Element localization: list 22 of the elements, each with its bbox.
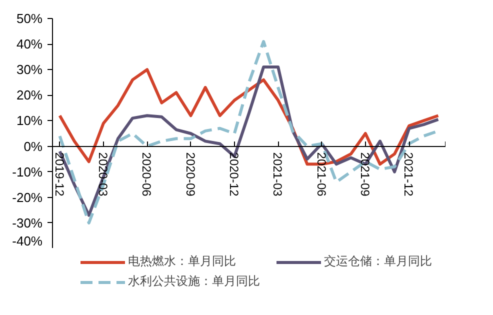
y-tick-label: 40% (16, 36, 43, 52)
legend-label: 水利公共设施：单月同比 (128, 273, 260, 290)
x-tick-label: 2020-12 (226, 152, 241, 197)
y-tick-label: -30% (12, 215, 43, 230)
x-tick-label: 2021-09 (358, 152, 372, 197)
y-tick-label: 0% (24, 138, 43, 154)
y-tick-label: -10% (12, 164, 43, 180)
x-tick-label: 2020-09 (183, 152, 198, 197)
y-tick-label: 20% (16, 88, 43, 103)
x-tick-label: 2020-06 (140, 152, 154, 197)
y-tick-label: 30% (16, 62, 43, 78)
x-tick-label: 2021-03 (270, 152, 285, 197)
y-tick-label: -40% (12, 234, 43, 248)
y-tick-label: 10% (16, 113, 43, 128)
y-tick-label: -20% (12, 190, 43, 205)
x-tick-label: 2019-12 (52, 152, 66, 197)
legend-label: 交运仓储：单月同比 (324, 253, 432, 270)
y-tick-label: 50% (16, 11, 43, 26)
x-tick-label: 2021-12 (402, 152, 416, 197)
x-tick-label: 2021-06 (314, 152, 328, 197)
legend-label: 电热燃水：单月同比 (128, 253, 236, 270)
x-tick-label: 2020-03 (96, 152, 110, 197)
